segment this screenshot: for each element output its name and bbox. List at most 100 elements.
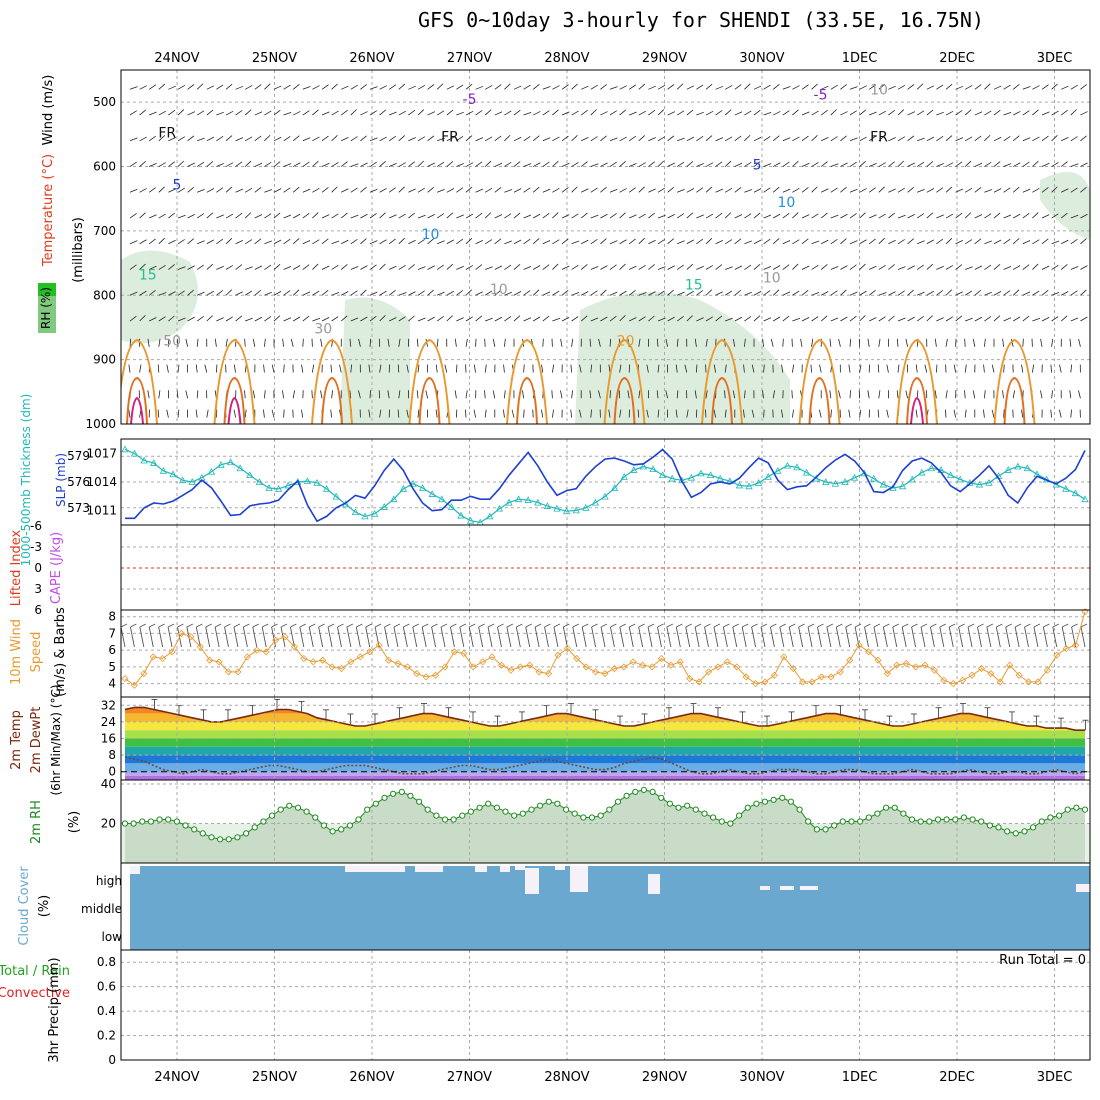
wind-barb: [694, 390, 697, 399]
wind-barb: [293, 111, 301, 116]
wind-barb: [340, 161, 348, 167]
wind-barb: [598, 338, 601, 347]
wind-10m-barb: [845, 626, 851, 648]
wind-barb: [560, 390, 563, 399]
wind-barb: [859, 290, 867, 296]
wind-barb: [762, 338, 764, 347]
wind-barb: [149, 163, 157, 167]
wind-barb: [600, 186, 607, 193]
wind-barb: [897, 109, 905, 116]
wind-barb: [129, 264, 137, 270]
wind-barb: [619, 364, 622, 373]
wind-10m-barb-flag: [770, 623, 777, 628]
wind-10m-barb-flag: [130, 623, 137, 628]
wind-barb: [953, 409, 956, 418]
wind-barb: [350, 84, 358, 90]
wind-barb: [581, 85, 589, 90]
wind-barb: [283, 290, 291, 296]
wind-barb: [656, 338, 659, 347]
wind-10m-marker: [337, 664, 346, 673]
wind-barb: [273, 239, 282, 245]
wind-10m-marker: [639, 661, 647, 669]
thickness-marker: [764, 473, 772, 480]
wind-barb: [916, 83, 924, 90]
wind-barb: [129, 338, 132, 347]
wind-barb: [763, 187, 771, 193]
y-tick-label: -3: [30, 540, 42, 554]
wind-barb: [283, 364, 285, 373]
contour-line-25-lobe: [1003, 376, 1026, 424]
wind-barb: [811, 186, 818, 193]
wind-10m-barb: [478, 626, 484, 648]
wind-barb: [350, 290, 358, 296]
wind-barb: [801, 162, 810, 167]
wind-10m-barb-flag: [158, 623, 165, 628]
wind-barb: [369, 291, 378, 296]
wind-barb: [763, 84, 771, 90]
wind-barb: [571, 316, 579, 322]
wind-barb: [484, 290, 493, 296]
contour-label: 10: [777, 195, 795, 211]
wind-barb: [732, 390, 736, 399]
wind-barb: [504, 83, 511, 90]
wind-barb: [389, 111, 397, 116]
wind-barb: [897, 364, 900, 373]
wind-barb: [801, 111, 810, 116]
wind-barb: [696, 163, 704, 167]
wind-10m-barb-flag: [836, 623, 843, 628]
temperature-band: [125, 746, 1085, 756]
wind-barb: [552, 109, 559, 116]
wind-barb: [724, 409, 727, 418]
wind-barb: [388, 238, 396, 245]
thickness-marker: [831, 479, 840, 487]
wind-barb: [648, 315, 655, 322]
wind-10m-barb: [713, 626, 719, 648]
rh-2m-marker: [182, 822, 189, 829]
thickness-marker: [466, 516, 475, 524]
rh-2m-marker: [277, 806, 284, 813]
wind-barb: [657, 109, 665, 116]
thickness-marker: [140, 456, 148, 464]
wind-barb: [897, 214, 906, 219]
wind-barb: [763, 136, 771, 142]
wind-barb: [897, 266, 906, 270]
wind-barb: [763, 409, 765, 418]
wind-barb: [571, 83, 578, 90]
contour-line-25-lobe: [223, 376, 246, 424]
wind-barb: [868, 187, 876, 193]
wind-barb: [753, 109, 761, 116]
wind-barb: [609, 161, 617, 167]
wind-barb: [484, 109, 492, 116]
wind-10m-barb: [732, 626, 738, 648]
wind-barb: [753, 239, 762, 245]
wind-barb: [781, 409, 784, 418]
wind-barb: [590, 136, 598, 142]
wind-10m-barb: [1024, 626, 1029, 648]
wind-10m-barb: [1033, 626, 1039, 648]
wind-barb: [523, 187, 531, 193]
wind-barb: [475, 315, 483, 322]
wind-barb: [984, 161, 992, 167]
wind-barb: [897, 317, 906, 322]
wind-10m-barb-flag: [901, 623, 909, 628]
wind-barb: [936, 135, 944, 142]
wind-barb: [369, 338, 372, 347]
thickness-marker: [409, 479, 417, 487]
wind-barb: [245, 266, 253, 270]
wind-barb: [350, 238, 358, 245]
wind-barb: [1022, 264, 1030, 270]
rh-2m-marker: [1021, 828, 1028, 835]
axis-title: 2m DewPt: [29, 707, 44, 774]
thickness-marker: [562, 507, 571, 515]
wind-barb: [552, 317, 561, 322]
thickness-marker: [630, 466, 638, 473]
wind-barb: [638, 292, 647, 296]
wind-10m-marker: [544, 670, 553, 678]
wind-barb: [753, 136, 762, 142]
wind-barb: [965, 317, 973, 322]
wind-barb: [264, 213, 272, 219]
wind-barb: [427, 316, 435, 322]
wind-barb: [724, 239, 733, 245]
cloud-gap: [570, 866, 588, 892]
